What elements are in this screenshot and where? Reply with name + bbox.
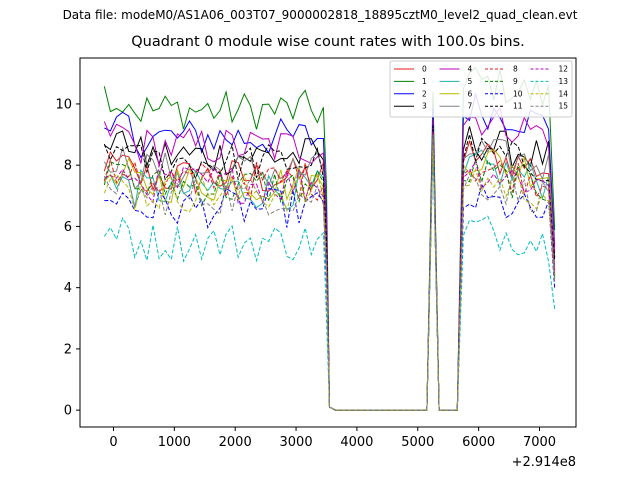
legend-label-10: 10 (513, 89, 523, 98)
legend-label-2: 2 (422, 89, 427, 98)
series-line-6 (103, 134, 556, 411)
chart-suptitle: Data file: modeM0/AS1A06_003T07_90000028… (62, 8, 578, 22)
x-tick-label: 6000 (462, 435, 495, 450)
legend-label-14: 14 (559, 89, 569, 98)
legend-label-13: 13 (559, 77, 569, 86)
legend-label-8: 8 (513, 65, 518, 74)
series-line-0 (103, 125, 556, 411)
x-tick-label: 3000 (280, 435, 313, 450)
legend-label-12: 12 (559, 65, 569, 74)
series-line-13 (103, 146, 556, 411)
legend-label-5: 5 (468, 77, 473, 86)
legend-label-1: 1 (422, 77, 427, 86)
series-line-2 (104, 92, 556, 411)
x-axis: 0 1000 2000 3000 4000 5000 6000 7000 (109, 427, 556, 450)
x-offset-label: +2.914e8 (512, 455, 576, 470)
legend-label-7: 7 (468, 102, 473, 111)
legend-label-15: 15 (559, 102, 569, 111)
y-axis: 0 2 4 6 8 10 (55, 97, 80, 419)
series-line-14 (103, 134, 556, 411)
legend-label-9: 9 (513, 77, 518, 86)
series-line-8 (103, 131, 556, 411)
y-tick-label: 4 (64, 281, 72, 296)
y-tick-label: 10 (55, 97, 72, 112)
series-line-5 (103, 134, 556, 411)
x-tick-label: 0 (109, 435, 117, 450)
legend-label-4: 4 (468, 65, 473, 74)
legend-label-0: 0 (422, 65, 427, 74)
series-line-3 (104, 125, 556, 411)
series-line-9 (103, 134, 556, 411)
y-tick-label: 6 (64, 220, 72, 235)
x-tick-label: 4000 (340, 435, 373, 450)
x-tick-label: 1000 (158, 435, 191, 450)
y-tick-label: 2 (64, 342, 72, 357)
series-line-1 (103, 66, 556, 411)
legend-label-6: 6 (468, 89, 473, 98)
series-line-11 (103, 125, 556, 411)
legend-label-11: 11 (513, 102, 523, 111)
series-layer (103, 66, 556, 411)
x-tick-label: 7000 (523, 435, 556, 450)
x-tick-label: 5000 (401, 435, 434, 450)
series-line-15 (103, 134, 556, 411)
x-tick-label: 2000 (219, 435, 252, 450)
y-tick-label: 0 (64, 404, 72, 419)
y-tick-label: 8 (64, 159, 72, 174)
legend-label-3: 3 (422, 102, 427, 111)
legend-box (389, 60, 573, 118)
plot-frame (79, 57, 577, 428)
chart-title: Quadrant 0 module wise count rates with … (131, 34, 525, 50)
